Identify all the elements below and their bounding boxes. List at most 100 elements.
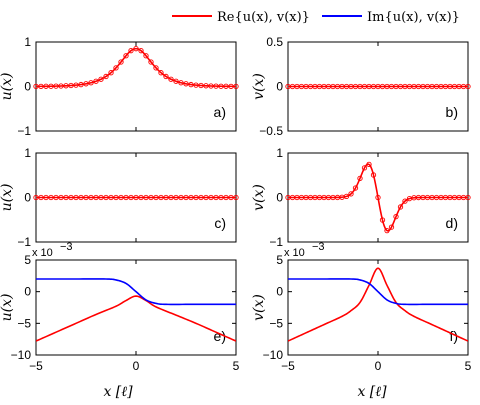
data-point — [361, 165, 368, 171]
data-point — [228, 194, 234, 201]
panels: 1 0 −1 u(x) a) 0.5 0 −0.5 v(x) b) 1 0 −1 u(x) c) 1 0 −1 v(… — [0, 35, 472, 373]
y-tick-label: 0 — [276, 191, 283, 205]
x-tick-label: 0 — [375, 359, 382, 373]
y-tick-label: 5 — [24, 253, 31, 267]
data-point — [357, 175, 363, 181]
data-point — [213, 194, 219, 201]
data-point — [208, 194, 214, 201]
data-point — [218, 194, 224, 201]
data-point — [138, 194, 144, 201]
y-tick-label: −1 — [17, 235, 31, 249]
data-point — [173, 194, 179, 201]
legend-real-label: Re{u(x), v(x)} — [217, 10, 310, 25]
data-point — [148, 59, 154, 65]
y-tick-label: 0 — [276, 80, 283, 94]
data-point — [228, 83, 234, 90]
data-point — [163, 194, 169, 201]
y-axis-label: v(x) — [251, 73, 267, 100]
data-point — [198, 194, 204, 201]
data-point — [133, 194, 139, 201]
data-point — [183, 81, 189, 87]
data-point — [223, 83, 229, 89]
panel-label: d) — [446, 215, 458, 231]
data-point — [233, 83, 239, 90]
data-point — [397, 204, 404, 210]
data-point — [88, 194, 94, 201]
panel-b: 0.5 0 −0.5 v(x) b) — [251, 35, 471, 138]
x-axis-label-left: x [ℓ] — [103, 384, 133, 400]
panel-f: 50−5−10−5 0 5v(x)x 10 −3f) — [251, 241, 472, 373]
data-point — [63, 194, 69, 201]
data-point — [123, 194, 129, 201]
y-axis-label: u(x) — [0, 73, 15, 101]
data-point — [88, 80, 94, 86]
data-point — [108, 70, 114, 76]
data-point — [38, 83, 44, 90]
data-point — [48, 83, 54, 89]
data-point — [123, 53, 129, 59]
series-line — [288, 267, 468, 342]
data-point — [43, 194, 49, 201]
data-point — [78, 194, 84, 201]
data-point — [343, 193, 350, 200]
y-axis-label: u(x) — [0, 294, 15, 322]
x-tick-label: −5 — [29, 359, 43, 373]
data-point — [168, 76, 174, 82]
data-point — [213, 83, 219, 89]
data-point — [153, 65, 159, 71]
data-point — [58, 194, 64, 201]
data-point — [73, 82, 79, 88]
data-point — [153, 194, 159, 201]
panel-label: c) — [214, 215, 226, 231]
y-tick-label: −5 — [17, 316, 31, 330]
data-point — [379, 217, 386, 223]
x-tick-label: 5 — [233, 359, 240, 373]
panel-label: f) — [449, 328, 458, 344]
panel-c: 1 0 −1 u(x) c) — [0, 146, 239, 249]
series-line — [36, 278, 236, 306]
x-tick-label: 5 — [465, 359, 472, 373]
legend-imag-label: Im{u(x), v(x)} — [367, 10, 460, 25]
y-multiplier: x 10 — [32, 247, 53, 259]
data-point — [203, 83, 209, 89]
y-tick-label: 0.5 — [266, 35, 283, 49]
y-tick-label: −5 — [269, 316, 283, 330]
axes-frame — [35, 259, 237, 356]
data-point — [193, 82, 199, 88]
y-tick-label: −10 — [263, 348, 284, 362]
data-point — [178, 194, 184, 201]
y-exponent: −3 — [60, 241, 73, 253]
y-exponent: −3 — [312, 241, 325, 253]
data-point — [173, 78, 179, 84]
data-point — [138, 48, 144, 54]
y-tick-label: 5 — [276, 253, 283, 267]
data-point — [143, 194, 149, 201]
data-point — [208, 83, 214, 89]
data-point — [93, 78, 99, 84]
data-point — [348, 191, 354, 197]
data-point — [233, 194, 239, 201]
data-point — [183, 194, 189, 201]
data-point — [143, 53, 149, 59]
data-point — [118, 194, 124, 201]
data-point — [63, 83, 69, 89]
data-point — [103, 194, 109, 201]
data-point — [68, 194, 74, 201]
data-point — [53, 194, 59, 201]
data-point — [158, 70, 164, 76]
axes-frame — [287, 259, 469, 356]
data-point — [388, 224, 395, 230]
data-point — [178, 80, 184, 86]
y-tick-label: −1 — [17, 124, 31, 138]
data-point — [103, 73, 109, 80]
panel-a: 1 0 −1 u(x) a) — [0, 35, 239, 138]
data-point — [223, 194, 229, 201]
data-point — [128, 48, 134, 54]
data-point — [83, 194, 89, 201]
data-point — [218, 83, 224, 89]
data-point — [352, 185, 359, 191]
y-tick-label: −10 — [11, 348, 32, 362]
data-point — [203, 194, 209, 201]
data-point — [188, 194, 194, 201]
